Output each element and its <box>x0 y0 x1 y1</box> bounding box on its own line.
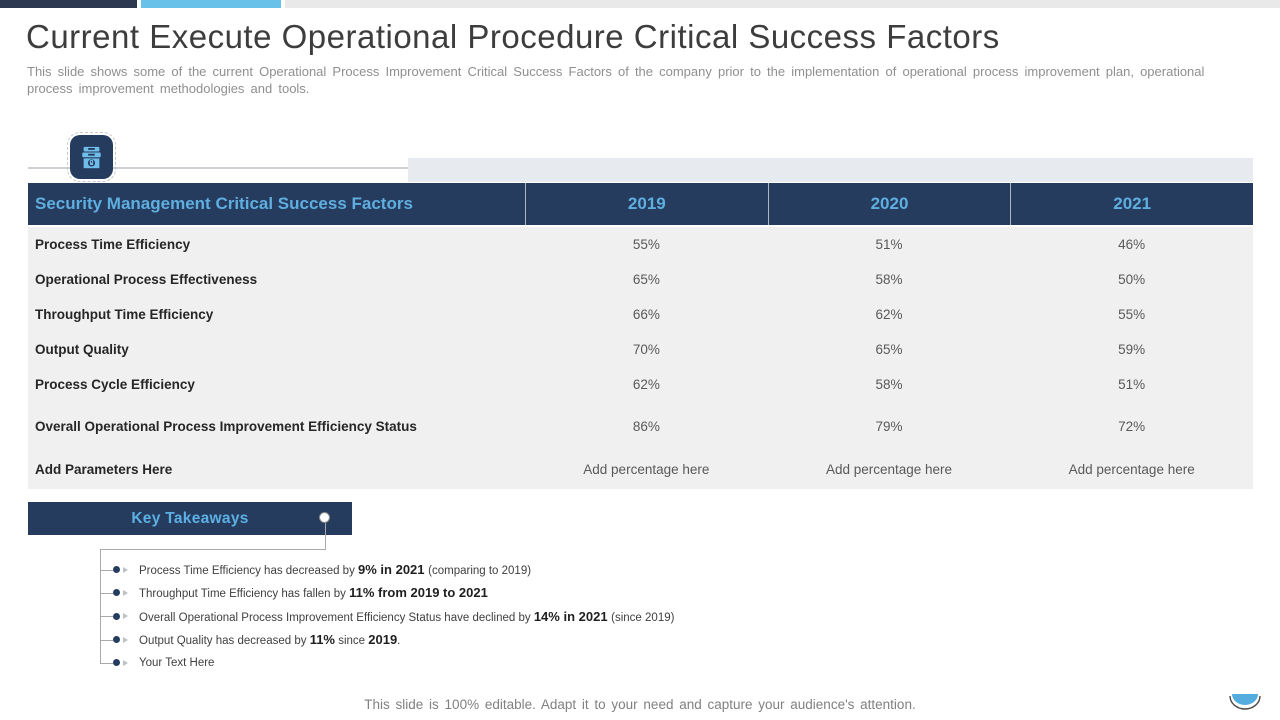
row-value: 62% <box>632 377 660 392</box>
table-row: Process Time Efficiency 55% 51% 46% <box>28 227 1253 262</box>
table-row: Process Cycle Efficiency 62% 58% 51% <box>28 367 1253 402</box>
table-header-row: Security Management Critical Success Fac… <box>28 183 1253 225</box>
takeaways-list: Process Time Efficiency has decreased by… <box>99 558 675 674</box>
row-value: 55% <box>632 237 660 252</box>
bullet-dot-icon <box>113 589 120 597</box>
connector-line <box>100 549 101 663</box>
decorative-line <box>28 167 408 169</box>
table-body: Process Time Efficiency 55% 51% 46% Operatio… <box>28 227 1253 489</box>
table-header-2020: 2020 <box>767 183 1011 225</box>
row-value-placeholder[interactable]: Add percentage here <box>1068 462 1195 477</box>
topbar-segment-navy <box>0 0 137 8</box>
bullet-arrow-icon <box>123 566 128 573</box>
row-value: 65% <box>875 342 903 357</box>
page-title: Current Execute Operational Procedure Cr… <box>26 18 1000 55</box>
row-label: Throughput Time Efficiency <box>35 307 214 322</box>
footer-note: This slide is 100% editable. Adapt it to… <box>364 697 916 712</box>
key-takeaways-title: Key Takeaways <box>131 509 249 527</box>
takeaway-item: Process Time Efficiency has decreased by… <box>99 558 674 581</box>
row-value: 46% <box>1118 237 1146 252</box>
table-row: Output Quality 70% 65% 59% <box>28 332 1253 367</box>
security-icon-chip <box>67 132 116 182</box>
takeaway-item: Your Text Here <box>99 651 674 674</box>
bullet-dot-icon <box>113 612 120 620</box>
row-value: 58% <box>875 272 903 287</box>
bullet-dot-icon <box>113 566 120 574</box>
connector-line <box>100 549 326 550</box>
table-row: Add Parameters Here Add percentage here Ad… <box>28 450 1253 489</box>
takeaway-text: Throughput Time Efficiency has fallen by… <box>139 585 488 601</box>
table-row: Operational Process Effectiveness 65% 58% 5… <box>28 262 1253 297</box>
bullet-arrow-icon <box>123 589 128 596</box>
row-value: 51% <box>1118 377 1146 392</box>
slide-subtitle: This slide shows some of the current Ope… <box>27 64 1205 96</box>
row-value: 51% <box>875 237 903 252</box>
security-cabinet-lock-icon <box>82 146 101 168</box>
half-circle-logo-icon <box>1227 688 1263 720</box>
takeaway-item: Throughput Time Efficiency has fallen by… <box>99 581 674 604</box>
row-value: 66% <box>632 307 660 322</box>
bullet-dot-icon <box>113 659 120 667</box>
key-takeaways-bar: Key Takeaways <box>28 502 352 535</box>
row-label: Output Quality <box>35 342 129 357</box>
row-value: 50% <box>1118 272 1146 287</box>
csf-table: Security Management Critical Success Fac… <box>28 183 1253 489</box>
row-value: 58% <box>875 377 903 392</box>
row-label[interactable]: Add Parameters Here <box>35 462 173 477</box>
takeaway-item: Overall Operational Process Improvement … <box>99 605 675 628</box>
takeaway-text[interactable]: Your Text Here <box>139 656 215 669</box>
row-label: Operational Process Effectiveness <box>35 272 258 287</box>
takeaway-text: Output Quality has decreased by 11% sinc… <box>139 632 401 648</box>
row-value: 70% <box>632 342 660 357</box>
table-row: Throughput Time Efficiency 66% 62% 55% <box>28 297 1253 332</box>
connector-circle-icon <box>319 512 330 523</box>
row-value: 86% <box>632 418 660 434</box>
bullet-arrow-icon <box>123 613 128 620</box>
table-header-factors: Security Management Critical Success Fac… <box>35 194 413 213</box>
bullet-dot-icon <box>113 636 120 644</box>
row-value: 55% <box>1118 307 1146 322</box>
row-value: 62% <box>875 307 903 322</box>
takeaway-item: Output Quality has decreased by 11% sinc… <box>99 628 674 651</box>
bullet-arrow-icon <box>123 659 128 666</box>
table-row: Overall Operational Process Improvement … <box>28 402 1253 450</box>
takeaway-text: Process Time Efficiency has decreased by… <box>139 562 532 578</box>
bullet-arrow-icon <box>123 636 128 643</box>
table-header-2021: 2021 <box>1010 183 1253 225</box>
row-value-placeholder[interactable]: Add percentage here <box>825 462 953 477</box>
row-label: Process Time Efficiency <box>35 237 191 252</box>
topbar-segment-gray <box>285 0 1280 8</box>
row-value: 79% <box>875 418 903 434</box>
connector-line <box>325 523 326 549</box>
row-value: 65% <box>632 272 660 287</box>
topbar-segment-blue <box>141 0 281 8</box>
decorative-band <box>408 158 1253 182</box>
takeaway-text: Overall Operational Process Improvement … <box>139 608 675 624</box>
row-label: Overall Operational Process Improvement … <box>35 418 417 434</box>
row-value: 59% <box>1118 342 1146 357</box>
row-value: 72% <box>1118 418 1146 434</box>
row-value-placeholder[interactable]: Add percentage here <box>583 462 710 477</box>
table-header-2019: 2019 <box>525 183 768 225</box>
row-label: Process Cycle Efficiency <box>35 377 195 392</box>
